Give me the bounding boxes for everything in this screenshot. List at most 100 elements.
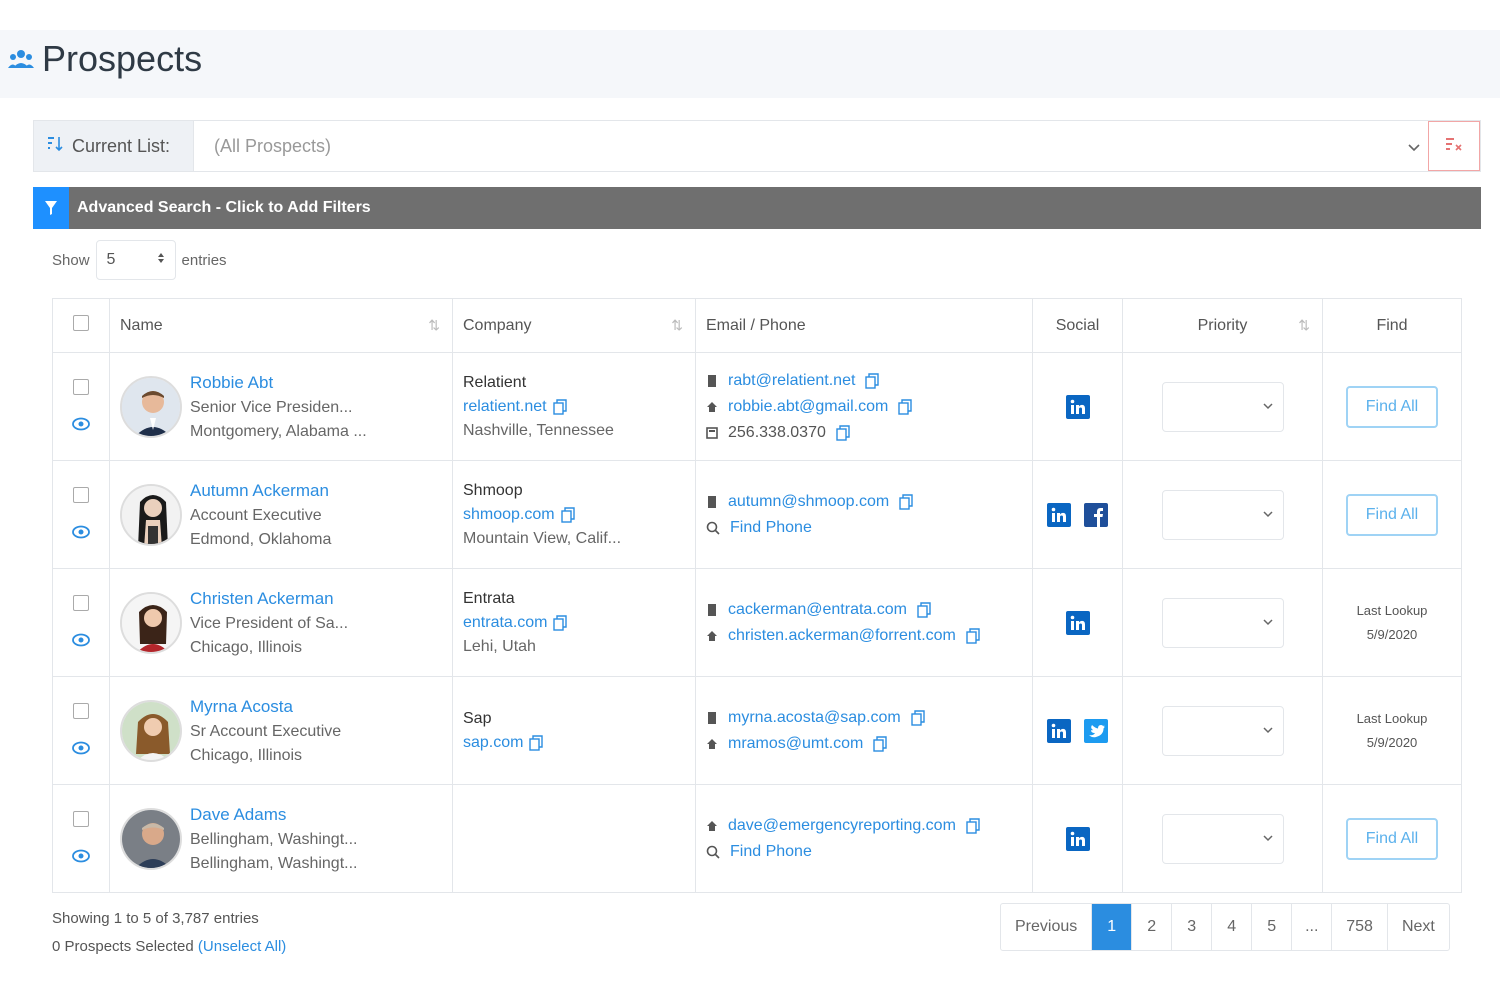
prospect-name-link[interactable]: Dave Adams <box>190 804 287 824</box>
home-email-link[interactable]: mramos@umt.com <box>728 734 864 752</box>
filter-icon <box>33 187 69 229</box>
page-length-select[interactable]: 5 <box>95 240 176 280</box>
find-phone-link[interactable]: Find Phone <box>730 842 812 860</box>
eye-icon[interactable] <box>71 846 91 866</box>
page-button[interactable]: 5 <box>1252 904 1293 950</box>
eye-icon[interactable] <box>71 738 91 758</box>
prospect-name-link[interactable]: Autumn Ackerman <box>190 480 329 500</box>
social-cell <box>1032 460 1123 569</box>
copy-icon[interactable] <box>911 709 925 726</box>
showing-entries-text: Showing 1 to 5 of 3,787 entries <box>52 910 259 927</box>
copy-icon[interactable] <box>873 735 888 752</box>
copy-icon[interactable] <box>966 627 980 644</box>
prospect-location: Montgomery, Alabama ... <box>190 422 367 440</box>
copy-icon[interactable] <box>560 506 575 523</box>
find-all-button[interactable]: Find All <box>1346 493 1438 536</box>
contact-line: myrna.acosta@sap.com <box>706 709 1032 727</box>
work-email-link[interactable]: myrna.acosta@sap.com <box>728 708 901 726</box>
row-checkbox[interactable] <box>73 379 89 395</box>
home-icon <box>707 630 717 641</box>
eye-icon[interactable] <box>71 414 91 434</box>
company-domain-row: relatient.net <box>463 398 695 416</box>
copy-icon[interactable] <box>552 398 567 415</box>
select-all-checkbox[interactable] <box>73 315 89 331</box>
row-checkbox[interactable] <box>73 703 89 719</box>
page-title: Prospects <box>6 38 202 80</box>
previous-page-button[interactable]: Previous <box>1001 904 1093 950</box>
next-page-button[interactable]: Next <box>1401 918 1435 935</box>
search-phone-icon <box>706 521 720 535</box>
home-email-link[interactable]: christen.ackerman@forrent.com <box>728 626 956 644</box>
show-label: Show <box>52 251 90 269</box>
priority-select[interactable] <box>1161 489 1284 540</box>
find-all-button[interactable]: Find All <box>1346 385 1438 428</box>
column-header-company[interactable]: Company ⇅ <box>452 298 696 353</box>
company-domain-link[interactable]: relatient.net <box>463 397 547 415</box>
table-row: Autumn Ackerman Account Executive Edmond… <box>52 460 1462 569</box>
unselect-all-link[interactable]: (Unselect All) <box>197 938 287 955</box>
column-email-label: Email / Phone <box>706 316 806 334</box>
row-checkbox[interactable] <box>73 595 89 611</box>
page-button[interactable]: 3 <box>1172 904 1213 950</box>
contact-line: cackerman@entrata.com <box>706 601 1032 619</box>
find-all-button[interactable]: Find All <box>1346 817 1438 860</box>
current-list-select[interactable]: (All Prospects) <box>194 121 1428 171</box>
facebook-icon[interactable] <box>1083 502 1108 527</box>
column-header-priority[interactable]: Priority ⇅ <box>1122 298 1323 353</box>
copy-icon[interactable] <box>865 372 880 389</box>
page-button[interactable]: 4 <box>1212 904 1253 950</box>
priority-select[interactable] <box>1161 813 1284 864</box>
linkedin-icon[interactable] <box>1065 394 1090 419</box>
company-domain-link[interactable]: shmoop.com <box>463 505 555 523</box>
column-header-name[interactable]: Name ⇅ <box>109 298 453 353</box>
row-checkbox[interactable] <box>73 487 89 503</box>
column-header-social: Social <box>1032 298 1123 353</box>
copy-icon[interactable] <box>529 734 544 751</box>
company-domain-link[interactable]: sap.com <box>463 733 524 751</box>
priority-select[interactable] <box>1161 705 1284 756</box>
advanced-search-bar[interactable]: Advanced Search - Click to Add Filters <box>33 187 1481 229</box>
copy-icon[interactable] <box>553 614 568 631</box>
linkedin-icon[interactable] <box>1065 610 1090 635</box>
linkedin-icon[interactable] <box>1047 718 1072 743</box>
sort-icon: ⇅ <box>1298 317 1310 333</box>
prospect-name-link[interactable]: Myrna Acosta <box>190 696 293 716</box>
company-domain-link[interactable]: entrata.com <box>463 613 548 631</box>
home-email-link[interactable]: dave@emergencyreporting.com <box>728 816 956 834</box>
work-email-link[interactable]: cackerman@entrata.com <box>728 600 907 618</box>
copy-icon[interactable] <box>836 424 850 441</box>
table-info: Showing 1 to 5 of 3,787 entries 0 Prospe… <box>52 905 286 961</box>
find-cell: Last Lookup 5/9/2020 <box>1322 568 1462 677</box>
page-button[interactable]: 758 <box>1332 904 1388 950</box>
eye-icon[interactable] <box>71 522 91 542</box>
row-select-cell <box>52 352 110 461</box>
prospect-name-link[interactable]: Robbie Abt <box>190 372 274 392</box>
page-button[interactable]: 2 <box>1132 904 1173 950</box>
copy-icon[interactable] <box>966 817 980 834</box>
prospect-name-link[interactable]: Christen Ackerman <box>190 588 334 608</box>
work-email-link[interactable]: rabt@relatient.net <box>728 371 856 389</box>
row-checkbox[interactable] <box>73 811 89 827</box>
home-icon <box>707 401 717 412</box>
priority-select[interactable] <box>1161 597 1284 648</box>
table-row: Myrna Acosta Sr Account Executive Chicag… <box>52 676 1462 785</box>
copy-icon[interactable] <box>899 493 913 510</box>
work-email-link[interactable]: autumn@shmoop.com <box>728 492 890 510</box>
home-email-link[interactable]: robbie.abt@gmail.com <box>728 397 889 415</box>
page-button[interactable]: 1 <box>1092 904 1133 950</box>
eye-icon[interactable] <box>71 630 91 650</box>
email-phone-cell: cackerman@entrata.com christen.ackerman@… <box>695 568 1033 677</box>
twitter-icon[interactable] <box>1083 718 1108 743</box>
social-cell <box>1032 676 1123 785</box>
linkedin-icon[interactable] <box>1065 826 1090 851</box>
current-list-bar: Current List: (All Prospects) <box>33 120 1481 172</box>
priority-select[interactable] <box>1161 381 1284 432</box>
copy-icon[interactable] <box>917 601 931 618</box>
priority-cell <box>1122 352 1323 461</box>
prospect-location: Chicago, Illinois <box>190 638 303 656</box>
find-phone-link[interactable]: Find Phone <box>730 518 812 536</box>
advanced-search-label: Advanced Search - Click to Add Filters <box>77 199 371 216</box>
linkedin-icon[interactable] <box>1047 502 1072 527</box>
copy-icon[interactable] <box>898 398 913 415</box>
clear-list-button[interactable] <box>1428 121 1480 171</box>
